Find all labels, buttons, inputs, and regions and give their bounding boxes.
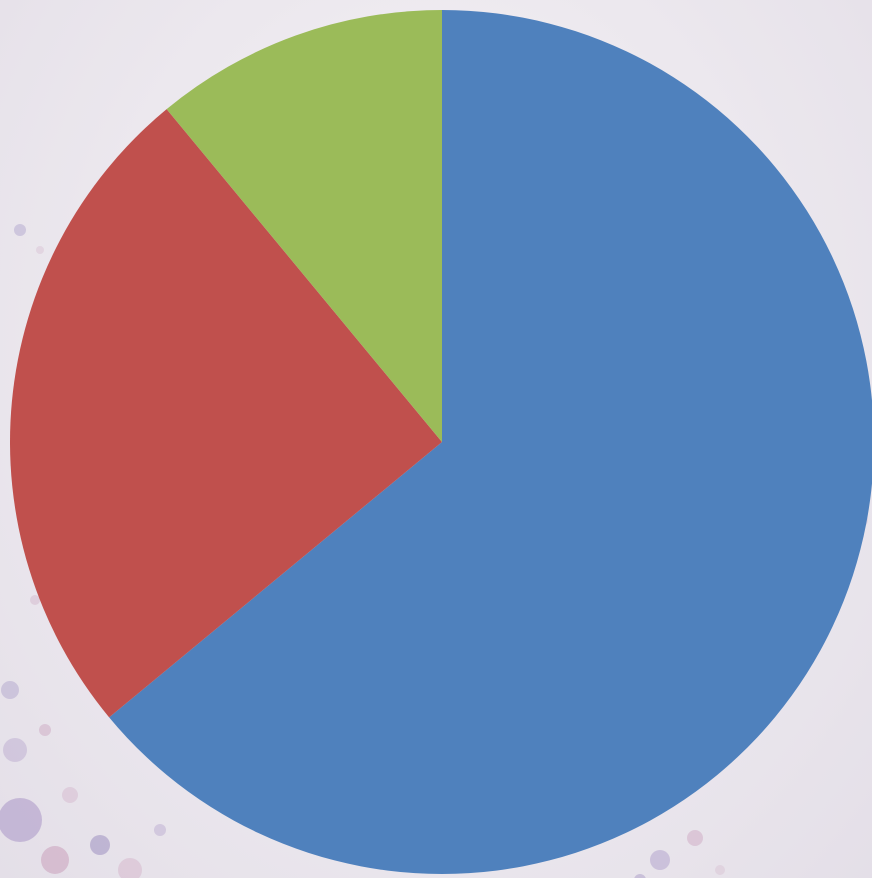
decorative-dot bbox=[3, 738, 27, 762]
decorative-dot bbox=[0, 798, 42, 842]
decorative-dot bbox=[14, 224, 26, 236]
decorative-dot bbox=[687, 830, 703, 846]
decorative-dot bbox=[30, 595, 40, 605]
decorative-dot bbox=[1, 681, 19, 699]
decorative-dot bbox=[634, 874, 646, 878]
decorative-dot bbox=[36, 246, 44, 254]
decorative-dot bbox=[90, 835, 110, 855]
decorative-dot bbox=[39, 724, 51, 736]
decorative-dot bbox=[62, 787, 78, 803]
decorative-dot bbox=[650, 850, 670, 870]
pie-slice-3 bbox=[166, 10, 442, 442]
decorative-dot bbox=[154, 824, 166, 836]
pie-slice-2 bbox=[9, 109, 443, 718]
decorative-dot bbox=[715, 865, 725, 875]
decorative-dot bbox=[41, 846, 69, 874]
pie-slice-1 bbox=[109, 10, 872, 874]
decorative-dot bbox=[118, 858, 142, 878]
